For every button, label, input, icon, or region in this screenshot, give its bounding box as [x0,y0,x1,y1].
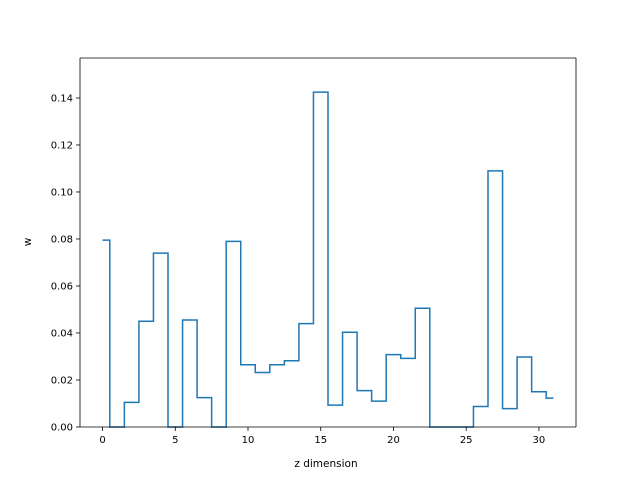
x-tick-label-6: 30 [533,435,546,446]
y-axis: 0.00 0.02 0.04 0.06 0.08 0.10 0.12 0.14 [51,93,80,434]
y-tick-label-5: 0.10 [51,187,73,198]
x-tick-label-2: 10 [242,435,255,446]
y-tick-label-2: 0.04 [51,328,73,339]
y-tick-label-7: 0.14 [51,93,73,104]
x-tick-label-5: 25 [460,435,473,446]
x-tick-label-4: 20 [387,435,400,446]
x-axis: 0 5 10 15 20 25 30 [99,427,545,446]
x-tick-label-1: 5 [172,435,178,446]
x-tick-label-0: 0 [99,435,105,446]
y-axis-label: w [22,237,34,246]
y-tick-label-0: 0.00 [51,423,73,434]
x-axis-label: z dimension [294,458,357,470]
y-tick-label-6: 0.12 [51,140,73,151]
x-tick-label-3: 15 [314,435,327,446]
y-tick-label-3: 0.06 [51,281,73,292]
y-tick-label-4: 0.08 [51,234,73,245]
plot-area [79,57,577,428]
y-tick-label-1: 0.02 [51,375,73,386]
